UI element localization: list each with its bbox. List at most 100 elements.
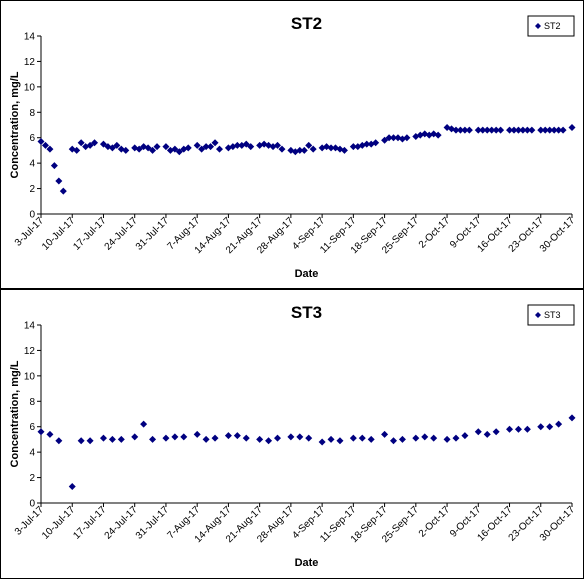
data-point: [117, 435, 125, 443]
data-point: [340, 146, 348, 154]
data-point: [193, 141, 201, 149]
data-point: [55, 177, 63, 185]
y-tick-label: 12: [24, 346, 36, 357]
data-point: [430, 434, 438, 442]
x-tick-label: 17-Jul-17: [71, 215, 109, 253]
chart-svg-st2: ST2024681012143-Jul-1710-Jul-1717-Jul-17…: [9, 14, 578, 280]
y-tick-label: 0: [29, 210, 35, 221]
data-point: [546, 423, 554, 431]
data-point: [153, 143, 161, 151]
data-point: [233, 432, 241, 440]
data-point: [202, 143, 210, 151]
data-point: [336, 437, 344, 445]
data-point: [412, 434, 420, 442]
data-point: [568, 414, 576, 422]
data-point: [184, 144, 192, 152]
data-point: [403, 134, 411, 142]
data-point: [443, 435, 451, 443]
x-tick-label: 31-Jul-17: [134, 215, 172, 253]
x-tick-label: 17-Jul-17: [71, 504, 109, 542]
data-point: [363, 140, 371, 148]
y-tick-label: 10: [24, 82, 36, 93]
data-point: [242, 140, 250, 148]
data-point: [175, 148, 183, 156]
data-point: [528, 126, 536, 134]
data-point: [497, 126, 505, 134]
x-tick-label: 30-Oct-17: [538, 215, 578, 255]
data-point: [149, 146, 157, 154]
data-point: [452, 434, 460, 442]
data-point: [233, 141, 241, 149]
x-tick-label: 24-Jul-17: [103, 504, 141, 542]
data-point: [398, 435, 406, 443]
y-tick-label: 2: [29, 184, 35, 195]
data-point: [349, 434, 357, 442]
data-point: [385, 134, 393, 142]
x-tick-label: 31-Jul-17: [134, 504, 172, 542]
data-point: [381, 136, 389, 144]
data-point: [180, 433, 188, 441]
y-axis-title: Concentration, mg/L: [9, 360, 21, 467]
data-point: [144, 144, 152, 152]
data-point: [91, 139, 99, 147]
data-point: [296, 433, 304, 441]
data-point: [46, 145, 54, 153]
x-axis-title: Date: [295, 557, 319, 569]
data-point: [86, 437, 94, 445]
data-point: [171, 433, 179, 441]
data-point: [113, 141, 121, 149]
data-point: [327, 144, 335, 152]
data-point: [149, 435, 157, 443]
legend-label: ST2: [544, 21, 561, 31]
data-point: [140, 420, 148, 428]
data-point: [46, 430, 54, 438]
data-point: [59, 187, 67, 195]
data-point: [202, 435, 210, 443]
data-point: [559, 126, 567, 134]
data-point: [305, 141, 313, 149]
data-point: [367, 435, 375, 443]
data-point: [372, 139, 380, 147]
data-point: [77, 139, 85, 147]
data-point: [37, 138, 45, 146]
data-point: [211, 434, 219, 442]
data-point: [278, 145, 286, 153]
chart-title: ST2: [291, 14, 322, 33]
data-point: [506, 425, 514, 433]
data-point: [514, 425, 522, 433]
y-tick-label: 12: [24, 57, 36, 68]
data-point: [193, 430, 201, 438]
data-point: [381, 430, 389, 438]
y-tick-label: 8: [29, 108, 35, 119]
data-point: [390, 134, 398, 142]
data-point: [318, 438, 326, 446]
y-tick-label: 6: [29, 133, 35, 144]
data-point: [273, 434, 281, 442]
data-point: [99, 140, 107, 148]
data-point: [358, 434, 366, 442]
chart-panel-st2: ST2 0 2 4 6 8 10 12 14 3-Jul-17 10-Jul-17 17-Jul-17…: [0, 0, 584, 289]
data-point: [99, 434, 107, 442]
legend-marker: [535, 312, 541, 318]
y-tick-label: 4: [29, 159, 35, 170]
data-point: [162, 434, 170, 442]
data-point: [215, 145, 223, 153]
data-point: [108, 435, 116, 443]
x-tick-label: 10-Jul-17: [40, 504, 78, 542]
y-tick-label: 14: [24, 321, 36, 332]
data-point: [198, 145, 206, 153]
x-axis-title: Date: [295, 268, 319, 280]
data-point: [162, 143, 170, 151]
data-point: [242, 434, 250, 442]
data-point: [68, 482, 76, 490]
data-point: [108, 144, 116, 152]
data-point: [421, 433, 429, 441]
data-point: [305, 434, 313, 442]
legend-box: [527, 15, 575, 37]
data-point: [247, 143, 255, 151]
data-point: [349, 143, 357, 151]
y-tick-label: 6: [29, 422, 35, 433]
y-axis-title: Concentration, mg/L: [9, 71, 21, 178]
data-point: [300, 146, 308, 154]
data-point: [207, 143, 215, 151]
